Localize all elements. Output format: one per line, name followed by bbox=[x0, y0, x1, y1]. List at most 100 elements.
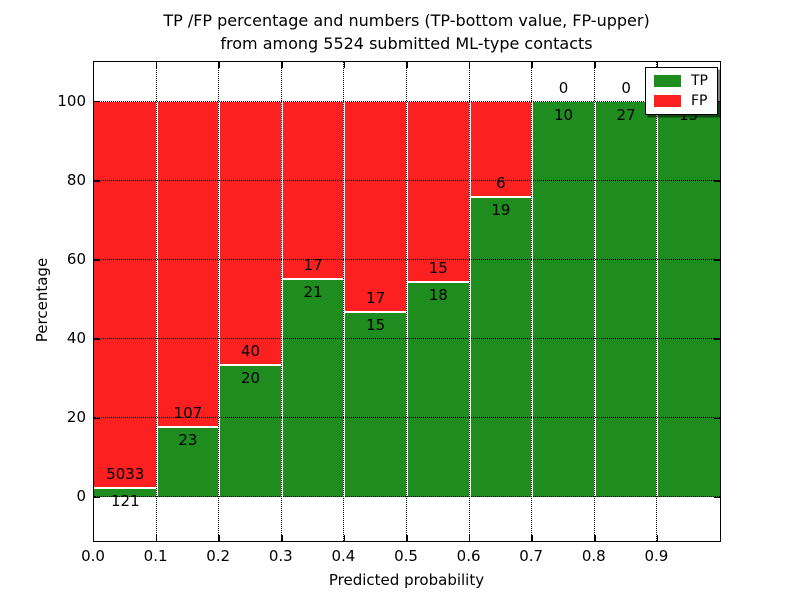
fp-bar-segment bbox=[407, 101, 470, 282]
bar-edge bbox=[656, 101, 659, 498]
tp-bar-segment bbox=[156, 427, 220, 498]
tick-mark bbox=[218, 535, 220, 541]
tick-mark bbox=[343, 62, 346, 68]
tick-mark bbox=[218, 62, 220, 68]
tp-bar-segment bbox=[532, 101, 595, 498]
x-tick-label: 0.0 bbox=[81, 547, 105, 565]
gridline-vertical bbox=[593, 62, 595, 541]
tp-count-label: 19 bbox=[491, 200, 511, 219]
y-axis-label: Percentage bbox=[33, 257, 51, 343]
tick-mark bbox=[94, 417, 100, 420]
bar-edge bbox=[343, 101, 346, 498]
tp-count-label: 121 bbox=[110, 492, 140, 511]
gridline-vertical bbox=[218, 62, 220, 541]
x-tick-label: 0.1 bbox=[143, 547, 168, 565]
bar-edge bbox=[218, 101, 221, 498]
tick-mark bbox=[94, 180, 100, 182]
tp-bar-segment bbox=[344, 311, 407, 498]
gridline-horizontal bbox=[94, 179, 720, 181]
bar-edge bbox=[280, 101, 283, 498]
tp-count-label: 15 bbox=[366, 315, 386, 334]
fp-count-label: 17 bbox=[366, 288, 386, 307]
bar-edge bbox=[531, 101, 534, 498]
tick-mark bbox=[281, 62, 283, 68]
tp-bar-segment bbox=[407, 281, 470, 498]
fp-bar-segment bbox=[281, 101, 345, 279]
bar-edge bbox=[281, 277, 345, 280]
tick-mark bbox=[656, 62, 659, 68]
tick-mark bbox=[714, 180, 720, 182]
tick-mark bbox=[714, 338, 720, 340]
fp-count-label: 107 bbox=[173, 404, 203, 423]
tick-mark bbox=[594, 535, 596, 541]
fp-legend-swatch bbox=[654, 95, 681, 107]
gridline-horizontal bbox=[94, 338, 720, 340]
tp-bar-segment bbox=[469, 196, 533, 498]
tp-bar-segment bbox=[281, 278, 345, 498]
legend-item-tp: TP bbox=[654, 74, 708, 88]
tick-mark bbox=[468, 535, 471, 541]
tp-bar-segment bbox=[594, 101, 658, 498]
y-tick-label: 100 bbox=[57, 91, 86, 110]
tp-bar-segment bbox=[657, 101, 720, 498]
tick-mark bbox=[531, 535, 533, 541]
x-tick-label: 0.6 bbox=[456, 547, 481, 565]
tick-mark bbox=[94, 100, 100, 103]
gridline-vertical bbox=[343, 62, 345, 541]
fp-legend-label: FP bbox=[691, 93, 708, 109]
tick-mark bbox=[714, 496, 720, 499]
fp-count-label: 6 bbox=[496, 173, 506, 192]
tick-mark bbox=[281, 535, 283, 541]
tick-mark bbox=[94, 259, 100, 261]
fp-count-label: 40 bbox=[240, 342, 261, 361]
tp-count-label: 23 bbox=[178, 431, 198, 450]
tp-count-label: 27 bbox=[616, 105, 636, 124]
bar-edge bbox=[469, 195, 533, 198]
tick-mark bbox=[406, 535, 408, 541]
bar-edge bbox=[219, 364, 282, 367]
fp-count-label: 5033 bbox=[106, 465, 145, 484]
gridline-vertical bbox=[656, 62, 658, 541]
tick-mark bbox=[406, 62, 408, 68]
tick-mark bbox=[468, 62, 471, 68]
gridline-vertical bbox=[468, 62, 470, 541]
fp-count-label: 0 bbox=[621, 78, 631, 97]
x-tick-label: 0.3 bbox=[268, 547, 293, 565]
plot-area: TP FP 5033 121 107 23 40 20 17 21 17 15 15 18 6 19 0 10… bbox=[93, 61, 721, 542]
y-tick-label: 20 bbox=[66, 408, 86, 427]
fp-bar-segment bbox=[94, 101, 157, 489]
chart-title: TP /FP percentage and numbers (TP-bottom… bbox=[93, 10, 720, 55]
fp-count-label: 15 bbox=[428, 258, 448, 277]
y-tick-label: 0 bbox=[76, 487, 86, 506]
x-tick-label: 0.2 bbox=[206, 547, 231, 565]
bar-edge bbox=[94, 487, 157, 490]
tp-bar-segment bbox=[219, 365, 282, 498]
gridline-horizontal bbox=[94, 417, 720, 419]
x-tick-label: 0.8 bbox=[581, 547, 606, 565]
y-tick-label: 60 bbox=[66, 249, 86, 268]
chart-title-line2: from among 5524 submitted ML-type contac… bbox=[220, 33, 593, 53]
bar-edge bbox=[406, 101, 408, 498]
gridline-vertical bbox=[531, 62, 533, 541]
gridline-vertical bbox=[280, 62, 282, 541]
x-tick-label: 0.4 bbox=[331, 547, 356, 565]
tick-mark bbox=[343, 535, 346, 541]
tp-count-label: 10 bbox=[553, 105, 574, 124]
bar-edge bbox=[344, 310, 407, 313]
chart-title-line1: TP /FP percentage and numbers (TP-bottom… bbox=[163, 11, 650, 30]
gridline-vertical bbox=[406, 62, 407, 541]
bar-edge bbox=[155, 101, 158, 498]
tick-mark bbox=[94, 496, 100, 499]
fp-bar-segment bbox=[156, 101, 220, 428]
gridline-horizontal bbox=[94, 100, 720, 102]
tick-mark bbox=[594, 62, 596, 68]
bar-edge bbox=[593, 101, 596, 498]
bar-edge bbox=[156, 426, 220, 429]
bar-edge bbox=[407, 280, 470, 283]
tick-mark bbox=[656, 535, 659, 541]
y-tick-label: 80 bbox=[66, 170, 86, 189]
x-axis-label: Predicted probability bbox=[328, 571, 485, 589]
tp-bar-segment bbox=[94, 488, 157, 498]
bar-edge bbox=[468, 101, 471, 498]
fp-bar-segment bbox=[219, 101, 282, 366]
